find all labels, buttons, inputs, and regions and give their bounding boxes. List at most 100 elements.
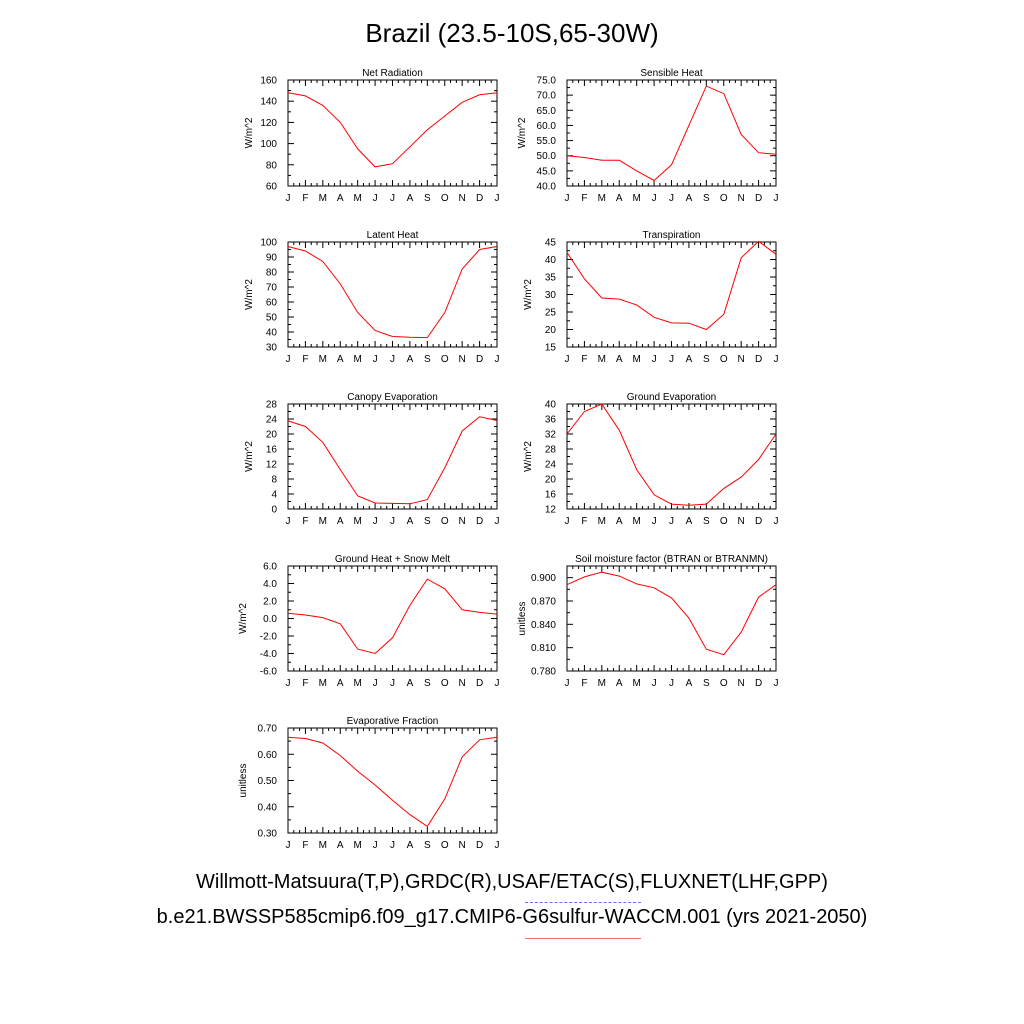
series-line [566,240,777,331]
x-tick-label: M [632,354,640,365]
x-tick-label: F [581,354,587,365]
x-tick-label: F [302,516,308,527]
x-tick-label: J [286,193,291,204]
plot-frame [566,565,777,672]
y-tick-label: 20 [545,475,557,486]
x-tick-label: M [353,193,361,204]
panel-title: Soil moisture factor (BTRAN or BTRANMN) [575,554,768,565]
x-tick-label: N [459,193,466,204]
y-tick-label: 6.0 [263,562,277,573]
y-tick-label: 0.50 [258,776,278,787]
x-tick-label: J [669,516,674,527]
y-tick-label: 2.0 [263,597,277,608]
y-axis-label: W/m^2 [244,279,255,310]
x-tick-label: A [337,193,344,204]
x-tick-label: M [319,193,327,204]
x-tick-label: J [774,354,779,365]
x-tick-label: J [390,516,395,527]
y-axis-label: W/m^2 [238,603,249,634]
y-tick-label: 15 [545,343,557,354]
plot-frame [566,403,777,510]
x-tick-label: J [373,193,378,204]
x-tick-label: M [598,516,606,527]
x-tick-label: M [319,516,327,527]
y-tick-label: 0.840 [531,620,556,631]
x-tick-label: M [319,840,327,851]
y-tick-label: 4.0 [263,579,277,590]
x-tick-label: O [441,516,449,527]
x-tick-label: J [286,354,291,365]
x-tick-label: J [669,678,674,689]
x-tick-label: A [616,516,623,527]
series-line [287,92,498,168]
y-tick-label: 4 [271,490,277,501]
y-tick-label: 24 [266,415,278,426]
x-tick-label: M [598,193,606,204]
x-tick-label: A [337,516,344,527]
y-tick-label: 40 [545,255,557,266]
y-tick-label: 45.0 [537,166,557,177]
y-tick-label: 120 [260,118,277,129]
series-line [287,578,498,655]
x-tick-label: A [616,678,623,689]
y-tick-label: 70.0 [537,91,557,102]
x-tick-label: N [459,678,466,689]
panel-title: Ground Evaporation [627,392,717,403]
footer-data-sources: Willmott-Matsuura(T,P),GRDC(R),USAF/ETAC… [196,871,828,893]
y-tick-label: 75.0 [537,76,557,87]
x-tick-label: M [353,516,361,527]
y-tick-label: 60 [266,298,278,309]
x-tick-label: O [441,678,449,689]
y-tick-label: 30 [266,343,278,354]
plot-frame [287,727,498,834]
x-tick-label: S [703,193,710,204]
x-tick-label: J [495,354,500,365]
y-tick-label: 50.0 [537,151,557,162]
x-tick-label: F [581,678,587,689]
x-tick-label: A [407,193,414,204]
panel-title: Sensible Heat [640,68,702,79]
panel-title: Canopy Evaporation [347,392,438,403]
series-line [287,736,498,828]
x-tick-label: O [441,193,449,204]
panel-title: Evaporative Fraction [347,716,439,727]
x-tick-label: M [319,678,327,689]
y-tick-label: 0.810 [531,643,556,654]
figure-title: Brazil (23.5-10S,65-30W) [365,18,659,48]
y-tick-label: 45 [545,238,557,249]
y-tick-label: 0.60 [258,750,278,761]
x-tick-label: M [319,354,327,365]
x-tick-label: J [774,193,779,204]
x-tick-label: N [459,840,466,851]
y-axis-label: unitless [517,602,528,636]
x-tick-label: J [565,354,570,365]
x-tick-label: F [302,354,308,365]
x-tick-label: J [652,678,657,689]
x-tick-label: D [755,678,762,689]
x-tick-label: A [616,354,623,365]
x-tick-label: J [565,678,570,689]
x-tick-label: M [353,354,361,365]
x-tick-label: D [755,354,762,365]
x-tick-label: J [390,193,395,204]
x-tick-label: J [373,354,378,365]
x-tick-label: F [302,840,308,851]
y-tick-label: 12 [545,505,557,516]
panel-title: Transpiration [643,230,701,241]
y-tick-label: 36 [545,415,557,426]
y-tick-label: 16 [266,445,278,456]
y-axis-label: W/m^2 [523,441,534,472]
x-tick-label: N [738,678,745,689]
footer-case-name: b.e21.BWSSP585cmip6.f09_g17.CMIP6-G6sulf… [156,906,868,928]
x-tick-label: J [495,516,500,527]
x-tick-label: M [353,678,361,689]
x-tick-label: J [669,354,674,365]
y-axis-label: unitless [238,764,249,798]
x-tick-label: A [407,516,414,527]
x-tick-label: F [581,193,587,204]
x-tick-label: S [424,678,431,689]
x-tick-label: J [652,354,657,365]
